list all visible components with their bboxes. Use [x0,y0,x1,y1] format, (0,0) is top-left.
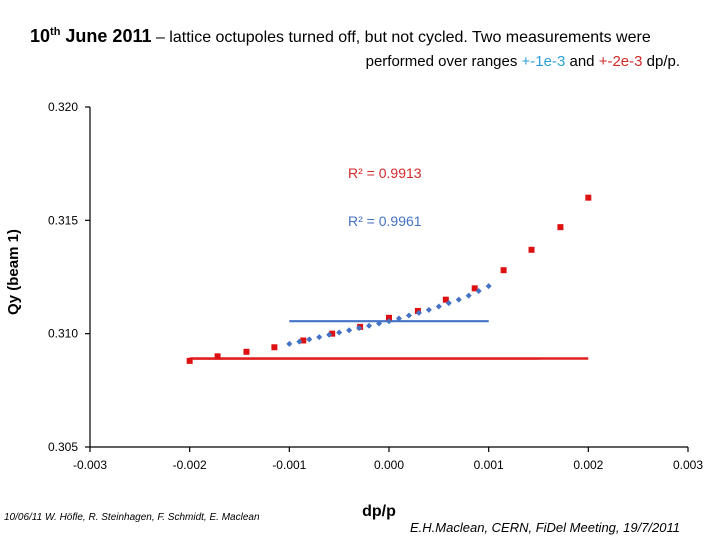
slide-title: 10th June 2011 – lattice octupoles turne… [30,20,680,74]
title-text-b: and [565,53,599,70]
title-text-c: dp/p. [642,53,680,70]
x-tick-label: 0.000 [374,458,404,472]
chart-labels: dp/p Qy (beam 1) R² = 0.9913 R² = 0.9961 [5,165,422,520]
y-tick-label: 0.315 [48,213,78,227]
y-tick-label: 0.310 [48,327,78,341]
x-axis-label: dp/p [362,503,396,520]
data-point-narrow [336,329,343,336]
data-point-narrow [435,303,442,310]
data-point-narrow [485,283,492,290]
x-tick-label: -0.003 [73,458,107,472]
data-point-wide [442,296,449,303]
data-point-narrow [296,338,303,345]
y-tick-label: 0.320 [48,100,78,114]
data-point-narrow [366,322,373,329]
fit-curves [189,320,589,360]
data-point-wide [500,267,507,274]
chart-axes: -0.003 -0.002 -0.001 0.000 0.001 0.002 0.003 0.… [48,100,703,472]
data-point-narrow [316,334,323,341]
data-point-narrow [425,306,432,313]
data-point-wide [300,337,307,344]
data-point-narrow [286,340,293,347]
x-tick-label: 0.003 [673,458,703,472]
x-tick-label: -0.001 [272,458,306,472]
r-squared-label: R² = 0.9961 [348,213,422,229]
range-1: +-1e-3 [521,53,566,70]
data-point-narrow [376,320,383,327]
data-point-wide [585,194,592,201]
y-axis-label: Qy (beam 1) [5,229,22,315]
title-line-2: performed over ranges +-1e-3 and +-2e-3 … [30,50,680,74]
data-point-wide [214,353,221,360]
y-tick-label: 0.305 [48,440,78,454]
r-squared-label: R² = 0.9913 [348,165,422,181]
data-point-wide [243,348,250,355]
date-month-year: June 2011 [60,26,152,46]
data-point-wide [471,285,478,292]
date-suffix: th [50,26,61,38]
data-point-wide [386,314,392,321]
x-tick-label: 0.002 [573,458,603,472]
data-point-narrow [445,300,452,307]
data-point-wide [528,246,535,253]
data-point-narrow [475,288,482,295]
data-point-wide [329,330,336,337]
date-day: 10 [30,26,51,46]
data-point-narrow [405,312,412,319]
data-point-narrow [356,325,363,331]
credits-text: 10/06/11 W. Höfle, R. Steinhagen, F. Sch… [4,512,260,523]
title-line-1: 10th June 2011 – lattice octupoles turne… [30,20,680,50]
x-tick-label: 0.001 [474,458,504,472]
data-point-narrow [395,315,402,322]
data-point-wide [557,224,564,231]
data-point-narrow [455,296,462,303]
x-tick-label: -0.002 [173,458,207,472]
range-2: +-2e-3 [598,53,643,70]
data-point-wide [271,344,278,351]
data-point-narrow [386,318,392,325]
meeting-text: E.H.Maclean, CERN, FiDel Meeting, 19/7/2… [410,520,680,535]
data-point-narrow [306,336,313,343]
data-points [186,194,592,364]
data-point-wide [186,357,193,364]
title-text-a: performed over ranges [365,53,522,70]
title-description: – lattice octupoles turned off, but not … [151,29,651,46]
data-point-narrow [415,309,422,316]
data-point-narrow [465,292,472,299]
data-point-narrow [346,327,353,334]
data-point-narrow [326,331,333,338]
title-date: 10th June 2011 [30,26,152,46]
